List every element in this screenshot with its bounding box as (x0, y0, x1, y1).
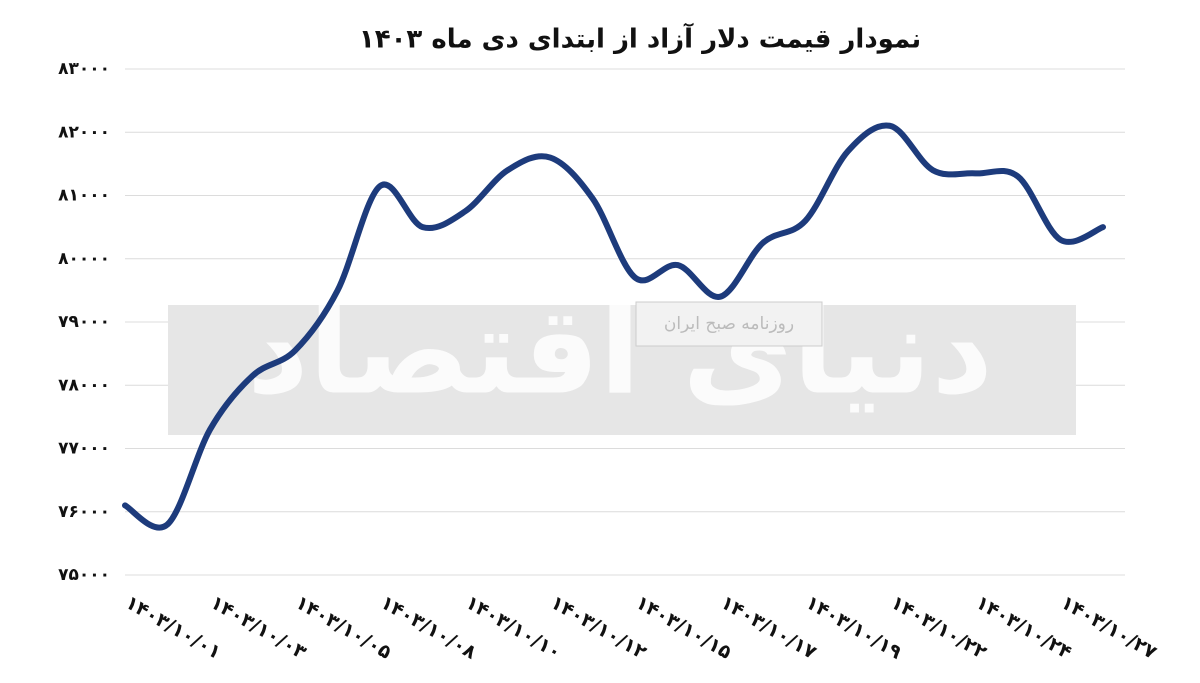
x-tick-label: ۱۴۰۳/۱۰/۲۷ (1057, 591, 1161, 664)
y-tick-label: ۸۲۰۰۰ (58, 122, 110, 142)
y-tick-label: ۷۷۰۰۰ (58, 439, 110, 459)
x-tick-label: ۱۴۰۳/۱۰/۲۴ (972, 591, 1075, 663)
x-tick-label: ۱۴۰۳/۱۰/۱۹ (802, 591, 906, 664)
y-tick-label: ۷۸۰۰۰ (58, 375, 110, 395)
watermark-band (168, 305, 1076, 435)
x-tick-label: ۱۴۰۳/۱۰/۰۳ (207, 591, 311, 664)
watermark-subtitle: روزنامه صبح ایران (664, 314, 794, 334)
y-tick-label: ۷۵۰۰۰ (58, 565, 110, 585)
y-tick-label: ۷۶۰۰۰ (58, 502, 110, 522)
y-tick-label: ۸۰۰۰۰ (58, 249, 110, 269)
x-tick-label: ۱۴۰۳/۱۰/۱۵ (632, 591, 736, 664)
y-tick-label: ۷۹۰۰۰ (58, 312, 110, 332)
line (122, 122, 1106, 531)
y-tick-label: ۸۱۰۰۰ (58, 186, 110, 206)
y-tick-label: ۸۳۰۰۰ (58, 59, 110, 79)
x-tick-label: ۱۴۰۳/۱۰/۰۱ (122, 591, 225, 663)
chart-title: نمودار قیمت دلار آزاد از ابتدای دی ماه ۱… (359, 23, 921, 55)
x-tick-label: ۱۴۰۳/۱۰/۱۰ (462, 591, 565, 663)
watermark-title: دنیای اقتصاد (247, 283, 993, 422)
watermark-badge (635, 301, 823, 347)
x-tick-label: ۱۴۰۳/۱۰/۱۲ (547, 591, 651, 664)
x-tick-label: ۱۴۰۳/۱۰/۰۵ (292, 591, 396, 664)
x-tick-label: ۱۴۰۳/۱۰/۲۲ (887, 591, 991, 664)
x-tick-label: ۱۴۰۳/۱۰/۱۷ (717, 591, 821, 664)
x-tick-label: ۱۴۰۳/۱۰/۰۸ (377, 591, 481, 664)
